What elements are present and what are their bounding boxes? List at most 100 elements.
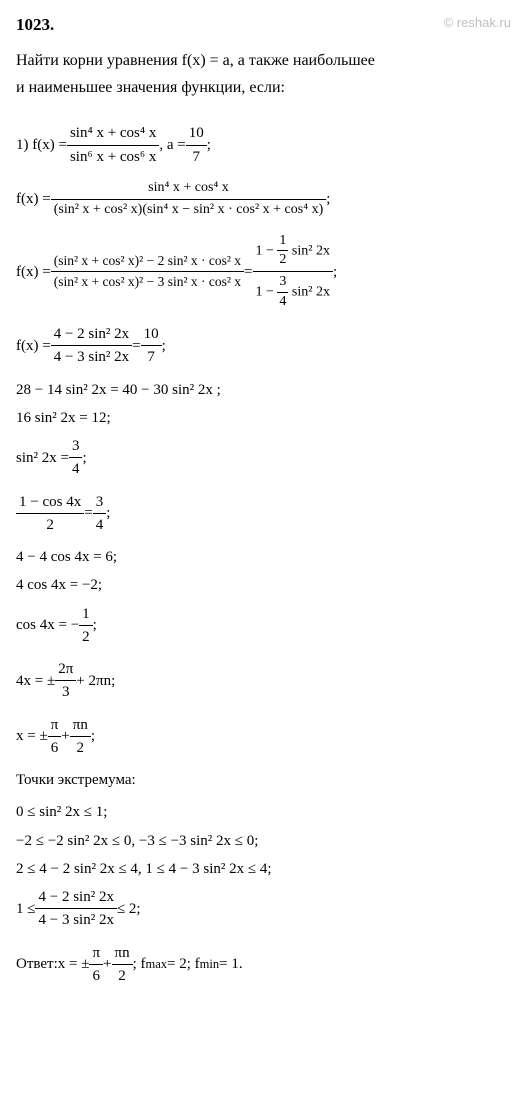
intro-line-2: и наименьшее значения функции, если: xyxy=(16,79,285,96)
text: 1 ≤ xyxy=(16,899,35,919)
text: 28 − 14 sin² 2x = 40 − 30 sin² 2x ; xyxy=(16,380,221,400)
denominator: 6 xyxy=(48,737,62,758)
fraction: πn 2 xyxy=(70,715,91,759)
fraction: sin⁴ x + cos⁴ x (sin² x + cos² x)(sin⁴ x… xyxy=(51,179,327,220)
eq-line-7: sin² 2x = 3 4 ; xyxy=(16,436,511,480)
eq-line-3: f(x) = (sin² x + cos² x)² − 2 sin² x · c… xyxy=(16,232,511,313)
fraction: 4 − 2 sin² 2x 4 − 3 sin² 2x xyxy=(51,324,132,368)
ext-line-3: 2 ≤ 4 − 2 sin² 2x ≤ 4, 1 ≤ 4 − 3 sin² 2x… xyxy=(16,859,511,879)
problem-number: 1023. xyxy=(16,14,511,37)
denominator: 4 − 3 sin² 2x xyxy=(51,346,132,367)
text: sin² 2x = xyxy=(16,448,69,468)
eq-line-13: x = ± π 6 + πn 2 ; xyxy=(16,715,511,759)
numerator: 10 xyxy=(141,324,162,346)
text: = xyxy=(132,336,140,356)
numerator: π xyxy=(89,943,103,965)
text: = 1. xyxy=(219,954,242,974)
denominator: 2 xyxy=(277,251,288,270)
fraction: (sin² x + cos² x)² − 2 sin² x · cos² x (… xyxy=(51,252,244,291)
text: ; xyxy=(207,135,211,155)
numerator: π xyxy=(48,715,62,737)
text: = xyxy=(84,503,92,523)
numerator: 2π xyxy=(55,659,76,681)
numerator: πn xyxy=(70,715,91,737)
text: ; f xyxy=(133,954,146,974)
text: −2 ≤ −2 sin² 2x ≤ 0, −3 ≤ −3 sin² 2x ≤ 0… xyxy=(16,831,258,851)
fraction: π 6 xyxy=(48,715,62,759)
eq-line-12: 4x = ± 2π 3 + 2πn; xyxy=(16,659,511,703)
text: , a = xyxy=(159,135,185,155)
denominator: 4 xyxy=(93,514,107,535)
answer-label: Ответ: xyxy=(16,954,58,974)
denominator: 2 xyxy=(70,737,91,758)
fraction: 3 4 xyxy=(69,436,83,480)
intro-line-1: Найти корни уравнения f(x) = a, а также … xyxy=(16,52,375,69)
fraction: 12 xyxy=(277,232,288,271)
watermark: © reshak.ru xyxy=(444,14,511,32)
denominator: 1 − 34 sin² 2x xyxy=(253,272,333,312)
denominator: 4 xyxy=(69,458,83,479)
fraction: 10 7 xyxy=(186,123,207,167)
numerator: 1 − 12 sin² 2x xyxy=(253,232,333,273)
text: sin² 2x xyxy=(288,285,330,300)
denominator: 4 xyxy=(277,293,288,312)
text: 2 ≤ 4 − 2 sin² 2x ≤ 4, 1 ≤ 4 − 3 sin² 2x… xyxy=(16,859,272,879)
subscript-max: max xyxy=(146,956,168,973)
text: f(x) = xyxy=(16,262,51,282)
denominator: (sin² x + cos² x)(sin⁴ x − sin² x · cos²… xyxy=(51,200,327,220)
numerator: 4 − 2 sin² 2x xyxy=(51,324,132,346)
eq-line-2: f(x) = sin⁴ x + cos⁴ x (sin² x + cos² x)… xyxy=(16,179,511,220)
fraction: 34 xyxy=(277,273,288,312)
text: 1 − xyxy=(256,285,278,300)
denominator: 3 xyxy=(55,681,76,702)
denominator: 6 xyxy=(89,965,103,986)
text: ; xyxy=(93,615,97,635)
text: sin² 2x xyxy=(288,243,330,258)
denominator: sin⁶ x + cos⁶ x xyxy=(67,146,159,167)
text: = xyxy=(244,262,252,282)
text: Точки экстремума: xyxy=(16,770,136,790)
text: x = ± xyxy=(16,726,48,746)
answer-line: Ответ: x = ± π 6 + πn 2 ; fmax = 2; fmin… xyxy=(16,943,511,987)
ext-line-2: −2 ≤ −2 sin² 2x ≤ 0, −3 ≤ −3 sin² 2x ≤ 0… xyxy=(16,831,511,851)
text: 4 cos 4x = −2; xyxy=(16,575,102,595)
text: 1) f(x) = xyxy=(16,135,67,155)
denominator: 7 xyxy=(141,346,162,367)
numerator: πn xyxy=(112,943,133,965)
eq-line-8: 1 − cos 4x 2 = 3 4 ; xyxy=(16,492,511,536)
fraction: 2π 3 xyxy=(55,659,76,703)
eq-line-11: cos 4x = − 1 2 ; xyxy=(16,604,511,648)
denominator: 2 xyxy=(112,965,133,986)
ext-line-4: 1 ≤ 4 − 2 sin² 2x 4 − 3 sin² 2x ≤ 2; xyxy=(16,887,511,931)
fraction: π 6 xyxy=(89,943,103,987)
numerator: 4 − 2 sin² 2x xyxy=(35,887,116,909)
text: + xyxy=(61,726,69,746)
fraction: 10 7 xyxy=(141,324,162,368)
eq-line-4: f(x) = 4 − 2 sin² 2x 4 − 3 sin² 2x = 10 … xyxy=(16,324,511,368)
fraction: 4 − 2 sin² 2x 4 − 3 sin² 2x xyxy=(35,887,116,931)
numerator: 3 xyxy=(277,273,288,293)
text: 4x = ± xyxy=(16,671,55,691)
fraction: sin⁴ x + cos⁴ x sin⁶ x + cos⁶ x xyxy=(67,123,159,167)
fraction: 1 2 xyxy=(79,604,93,648)
denominator: 2 xyxy=(79,626,93,647)
subscript-min: min xyxy=(200,956,219,973)
text: ; xyxy=(82,448,86,468)
denominator: 4 − 3 sin² 2x xyxy=(35,909,116,930)
eq-line-5: 28 − 14 sin² 2x = 40 − 30 sin² 2x ; xyxy=(16,380,511,400)
denominator: (sin² x + cos² x)² − 3 sin² x · cos² x xyxy=(51,272,244,291)
eq-line-10: 4 cos 4x = −2; xyxy=(16,575,511,595)
problem-intro: Найти корни уравнения f(x) = a, а также … xyxy=(16,47,511,101)
fraction: πn 2 xyxy=(112,943,133,987)
text: x = ± xyxy=(58,954,90,974)
text: 16 sin² 2x = 12; xyxy=(16,408,111,428)
ext-line-1: 0 ≤ sin² 2x ≤ 1; xyxy=(16,802,511,822)
numerator: (sin² x + cos² x)² − 2 sin² x · cos² x xyxy=(51,252,244,272)
eq-line-1: 1) f(x) = sin⁴ x + cos⁴ x sin⁶ x + cos⁶ … xyxy=(16,123,511,167)
numerator: 1 xyxy=(79,604,93,626)
text: + xyxy=(103,954,111,974)
text: ≤ 2; xyxy=(117,899,141,919)
numerator: 3 xyxy=(69,436,83,458)
numerator: 10 xyxy=(186,123,207,145)
numerator: 1 xyxy=(277,232,288,252)
